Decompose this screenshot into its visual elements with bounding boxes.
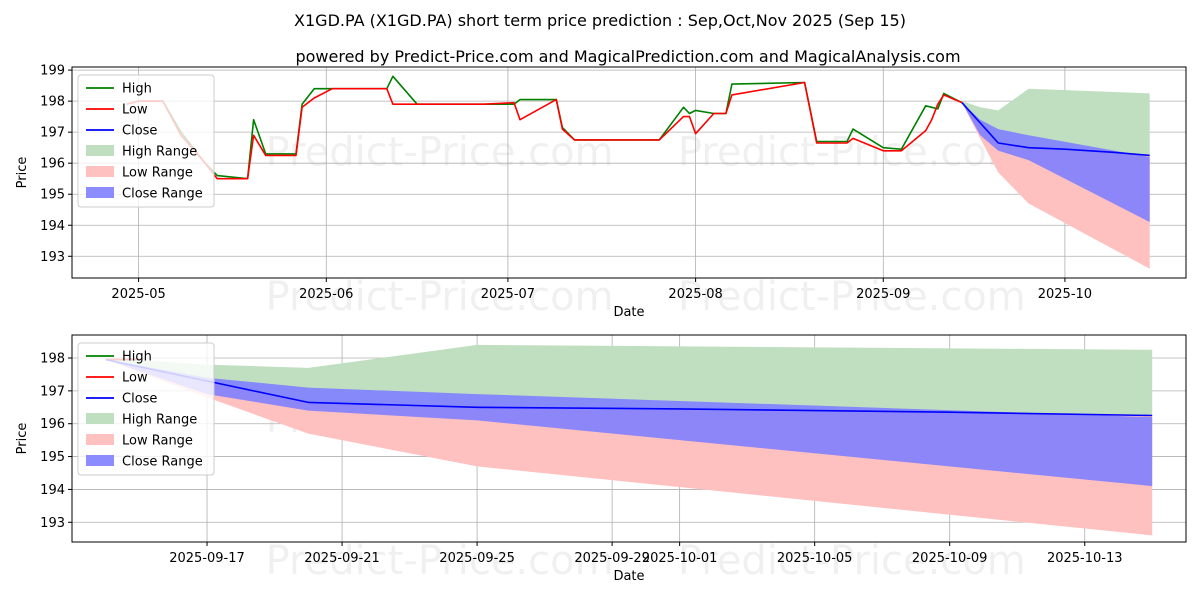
y-tick-label: 196 [40,157,65,172]
y-tick-label: 198 [40,95,65,110]
legend: High Low Close High Range Low Range Close Ran… [77,74,215,208]
x-tick-label: 2025-10-05 [777,551,853,566]
legend-label: Low [122,103,148,118]
x-tick-label: 2025-09-25 [439,551,515,566]
legend-label: High [122,350,152,365]
x-tick-label: 2025-05 [111,287,165,302]
legend-label: High [122,82,152,97]
legend-swatch-patch [86,145,114,156]
plot-area [105,344,1153,536]
watermarks: Predict-Price.com Predict-Price.com Predic… [266,129,1026,320]
plot-frame [71,334,1187,543]
legend-label: High Range [122,413,197,428]
y-tick-label: 197 [40,384,65,399]
axes: 2025-09-17 2025-09-21 2025-09-25 2025-09-29… [15,352,1123,585]
y-tick-label: 193 [40,516,65,531]
y-axis-label: Price [15,423,30,455]
watermark-text: Predict-Price.com [678,129,1026,175]
watermark-text: Predict-Price.com [678,274,1026,320]
watermark-text: Predict-Price.com [266,538,614,584]
top-panel: Predict-Price.com Predict-Price.com Predic… [15,64,1187,320]
chart-subtitle: powered by Predict-Price.com and Magical… [295,47,960,66]
range-band-low-range [105,359,1153,536]
range-band-close-range [962,102,1150,223]
x-tick-label: 2025-10-01 [642,551,718,566]
watermark-text: Predict-Price.com [266,274,614,320]
bottom-panel: Predict-Price.comPredict-Price.comPredic… [15,334,1187,585]
axes: 2025-05 2025-06 2025-07 2025-08 2025-09 2025-… [15,64,1092,320]
y-tick-label: 194 [40,219,65,234]
y-tick-label: 195 [40,188,65,203]
x-tick-label: 2025-08 [668,287,722,302]
legend-swatch-patch [86,187,114,198]
legend-label: Close [122,392,157,407]
x-tick-label: 2025-09 [856,287,910,302]
legend-swatch-patch [86,166,114,177]
legend-label: Close Range [122,187,203,202]
x-axis-label: Date [613,305,644,320]
legend-label: Low [122,371,148,386]
y-axis-label: Price [15,157,30,189]
plot-frame [71,66,1187,279]
y-tick-label: 193 [40,250,65,265]
series-line-close [961,102,1150,157]
legend-swatch-patch [86,413,114,424]
legend-label: Low Range [122,434,193,449]
watermark-text: Predict-Price.com [678,538,1026,584]
legend-label: Low Range [122,166,193,181]
range-band-close-range [105,359,1153,487]
x-tick-label: 2025-10 [1038,287,1092,302]
y-tick-label: 194 [40,483,65,498]
x-tick-label: 2025-10-09 [912,551,988,566]
y-tick-label: 199 [40,64,65,79]
x-tick-label: 2025-09-21 [304,551,380,566]
chart-title: X1GD.PA (X1GD.PA) short term price predi… [294,11,906,30]
x-tick-label: 2025-06 [299,287,353,302]
plot-area [126,75,1150,269]
x-tick-label: 2025-09-17 [169,551,245,566]
y-tick-label: 196 [40,417,65,432]
x-tick-label: 2025-07 [481,287,535,302]
watermark-text: Predict-Price.com [266,129,614,175]
legend-label: High Range [122,145,197,160]
legend-swatch-patch [86,455,114,466]
y-tick-label: 197 [40,126,65,141]
legend-label: Close [122,124,157,139]
x-tick-label: 2025-10-13 [1047,551,1123,566]
x-axis-label: Date [613,569,644,584]
legend: High Low Close High Range Low Range Close Ran… [77,342,215,476]
legend-swatch-patch [86,434,114,445]
legend-label: Close Range [122,455,203,470]
range-band-low-range [962,102,1150,269]
y-tick-label: 195 [40,450,65,465]
series-line-low [126,81,963,180]
y-tick-label: 198 [40,352,65,367]
x-tick-label: 2025-09-29 [574,551,650,566]
